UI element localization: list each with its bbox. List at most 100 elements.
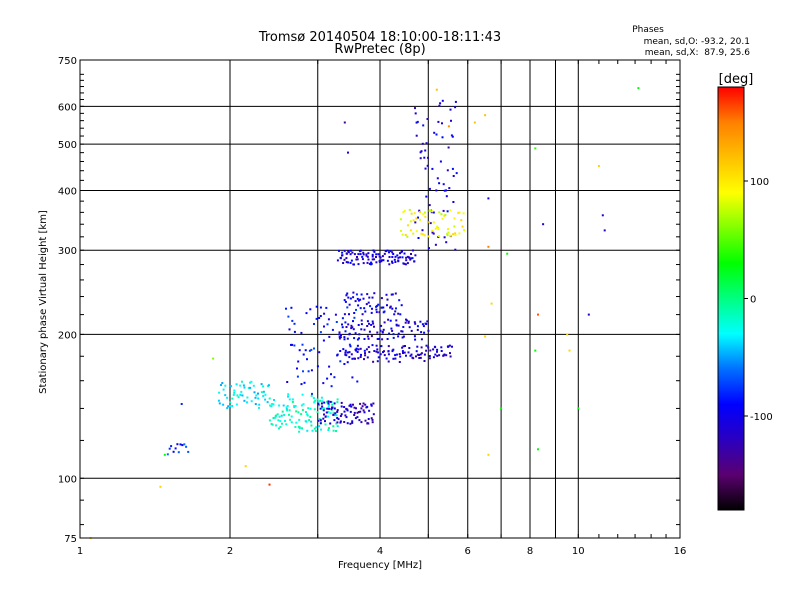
data-point bbox=[372, 249, 375, 252]
data-point bbox=[424, 149, 427, 152]
data-point bbox=[366, 293, 369, 296]
data-point bbox=[490, 302, 493, 305]
data-point bbox=[322, 417, 325, 420]
data-point bbox=[365, 303, 368, 306]
data-point bbox=[235, 383, 238, 386]
data-point bbox=[311, 429, 314, 432]
data-point bbox=[302, 370, 304, 373]
data-point bbox=[377, 253, 380, 256]
data-point bbox=[421, 323, 424, 326]
data-point bbox=[387, 345, 390, 348]
data-point bbox=[449, 209, 452, 212]
data-point bbox=[352, 296, 355, 299]
data-point bbox=[388, 251, 390, 254]
data-point bbox=[397, 332, 400, 335]
data-point bbox=[269, 404, 272, 407]
data-point bbox=[404, 234, 407, 236]
data-point bbox=[284, 419, 286, 422]
data-point bbox=[314, 430, 317, 432]
data-point bbox=[300, 413, 303, 416]
data-point bbox=[397, 324, 400, 327]
data-point bbox=[319, 399, 322, 402]
data-point bbox=[255, 394, 258, 397]
y-tick-label: 500 bbox=[58, 140, 77, 151]
data-point bbox=[335, 422, 338, 425]
data-point bbox=[438, 182, 441, 185]
data-point bbox=[387, 318, 390, 321]
data-point bbox=[363, 307, 366, 310]
x-tick-label: 6 bbox=[465, 546, 471, 557]
data-point bbox=[410, 353, 413, 356]
data-point bbox=[338, 331, 341, 334]
data-point bbox=[257, 397, 260, 400]
data-point bbox=[303, 381, 306, 384]
data-point bbox=[402, 352, 404, 354]
data-point bbox=[229, 405, 231, 408]
y-tick-label: 750 bbox=[58, 56, 77, 67]
data-point bbox=[357, 253, 360, 256]
data-point bbox=[262, 385, 265, 388]
data-point bbox=[181, 444, 184, 447]
data-point bbox=[346, 408, 349, 411]
data-point bbox=[500, 407, 503, 410]
data-point bbox=[174, 447, 177, 450]
data-point bbox=[310, 394, 313, 397]
data-point bbox=[446, 234, 449, 237]
data-point bbox=[367, 337, 370, 340]
data-point bbox=[395, 353, 398, 356]
data-point bbox=[432, 232, 435, 235]
data-point bbox=[323, 325, 325, 328]
data-point bbox=[331, 328, 334, 331]
data-point bbox=[371, 307, 373, 310]
data-point bbox=[232, 393, 235, 396]
data-point bbox=[414, 112, 417, 115]
data-point bbox=[436, 177, 439, 180]
data-point bbox=[300, 383, 303, 386]
data-point bbox=[348, 333, 351, 336]
data-point bbox=[345, 252, 348, 255]
data-point bbox=[349, 249, 352, 252]
data-point bbox=[415, 355, 417, 358]
data-point bbox=[166, 453, 169, 456]
data-point bbox=[342, 262, 345, 264]
data-point bbox=[409, 229, 412, 232]
data-point bbox=[324, 415, 327, 418]
grid-lines bbox=[80, 60, 680, 538]
data-point bbox=[373, 258, 376, 261]
data-point bbox=[353, 411, 356, 414]
data-point bbox=[295, 410, 298, 413]
data-point bbox=[354, 300, 357, 303]
data-point bbox=[449, 108, 452, 111]
data-point bbox=[458, 232, 461, 235]
stats-title: Phases bbox=[632, 25, 664, 35]
data-point bbox=[367, 422, 370, 425]
data-point bbox=[428, 355, 431, 357]
data-point bbox=[273, 399, 275, 401]
data-point bbox=[419, 356, 422, 359]
data-point bbox=[637, 87, 640, 90]
data-point bbox=[397, 256, 400, 259]
data-point bbox=[416, 328, 419, 331]
data-point bbox=[323, 401, 326, 404]
data-point bbox=[283, 414, 286, 416]
data-point bbox=[448, 187, 451, 190]
data-point bbox=[343, 249, 346, 252]
y-tick-label: 75 bbox=[64, 534, 77, 545]
data-point bbox=[298, 418, 301, 421]
data-point bbox=[367, 252, 370, 255]
data-point bbox=[362, 251, 365, 254]
data-point bbox=[439, 160, 442, 163]
data-point bbox=[429, 209, 431, 212]
data-point bbox=[437, 226, 440, 229]
data-point bbox=[383, 310, 386, 313]
data-point bbox=[432, 356, 435, 359]
data-point bbox=[296, 375, 299, 378]
data-point bbox=[392, 357, 395, 360]
data-point bbox=[370, 311, 373, 314]
data-point bbox=[396, 254, 399, 257]
data-point bbox=[354, 417, 357, 420]
data-point bbox=[355, 407, 357, 410]
data-point bbox=[343, 421, 346, 423]
data-point bbox=[444, 213, 447, 216]
data-point bbox=[428, 221, 431, 224]
